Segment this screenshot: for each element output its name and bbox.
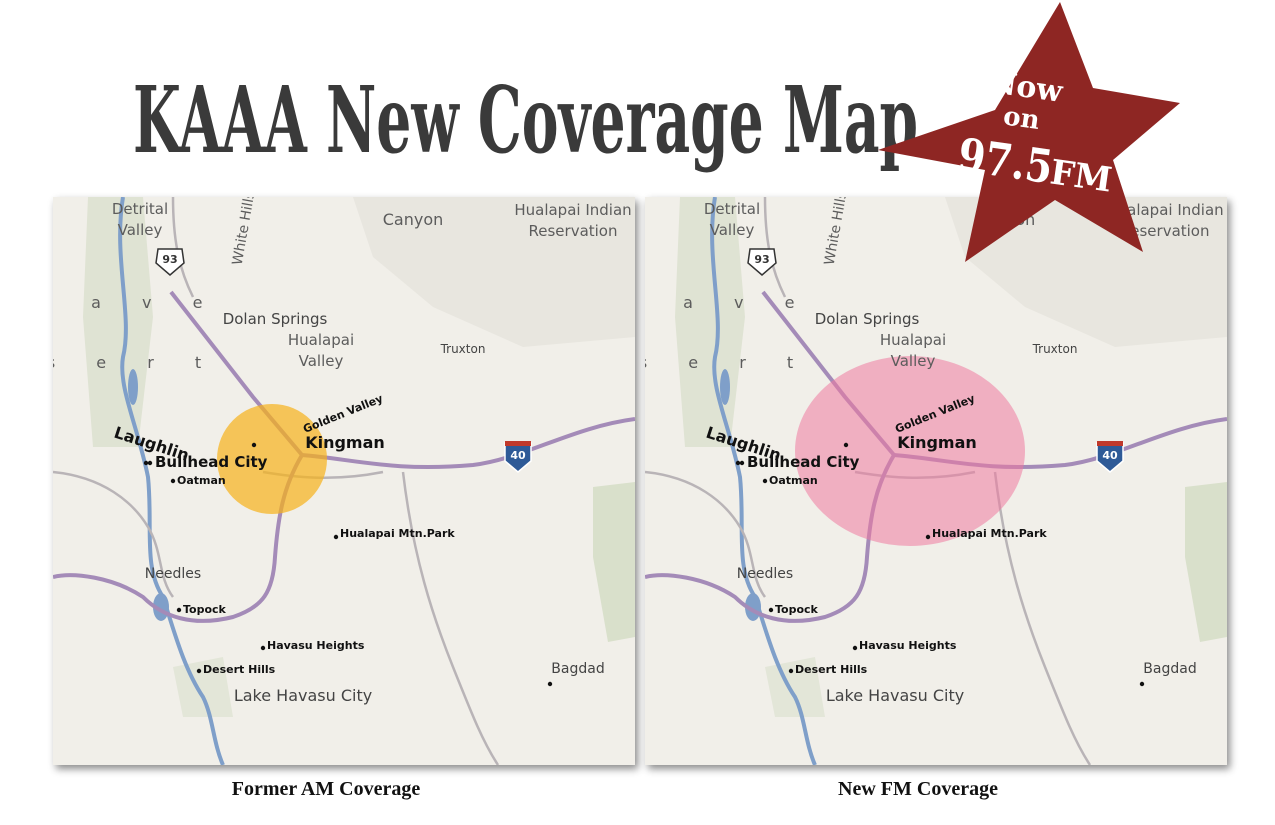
place-label: Detrital (704, 200, 760, 218)
place-label: Needles (737, 566, 793, 582)
town-dot (260, 645, 266, 651)
place-label: Detrital (112, 200, 168, 218)
place-label: Desert Hills (795, 663, 868, 676)
place-label: 93 (162, 253, 177, 266)
green-area (593, 482, 635, 642)
place-label: Dolan Springs (223, 310, 328, 328)
town-dot (735, 460, 741, 466)
place-label: Bullhead City (747, 453, 860, 471)
badge: Now on 97.5 FM (878, 2, 1180, 262)
town-dot (925, 534, 931, 540)
place-label: Bullhead City (155, 453, 268, 471)
place-label: 40 (510, 449, 526, 462)
title: KAAA New Coverage Map (133, 66, 918, 174)
badge-band: FM (1048, 152, 1115, 200)
place-label: Topock (183, 603, 227, 616)
road (401, 471, 500, 765)
place-label: Reservation (1121, 222, 1210, 240)
place-label: Needles (145, 566, 201, 582)
place-label: Hualapai Indian (514, 201, 631, 219)
town-dot (251, 442, 257, 448)
map-caption: Former AM Coverage (232, 778, 421, 800)
town-dot (788, 668, 794, 674)
place-label: Dolan Springs (815, 310, 920, 328)
place-label: Hualapai Mtn.Park (340, 527, 455, 540)
place-label: Valley (299, 352, 344, 370)
town-dot (170, 478, 176, 484)
place-label: Bagdad (551, 661, 604, 677)
river (118, 197, 225, 765)
place-label: Kingman (897, 433, 977, 452)
town-dot (547, 681, 553, 687)
shield-us93 (155, 248, 185, 276)
place-label: Kingman (305, 433, 385, 452)
place-label: Valley (891, 352, 936, 370)
place-label: Valley (118, 221, 163, 239)
place-label: s e r t (47, 353, 219, 372)
place-label: Lake Havasu City (826, 686, 964, 705)
road (53, 470, 175, 598)
coverage-area (217, 404, 327, 514)
town-dot (1139, 681, 1145, 687)
green-area (1185, 482, 1227, 642)
road (645, 470, 767, 598)
town-dot (147, 460, 153, 466)
place-label: Canyon (383, 210, 444, 229)
place-label: Reservation (529, 222, 618, 240)
town-dot (768, 607, 774, 613)
badge-on: on (1001, 101, 1041, 136)
shield-us93 (747, 248, 777, 276)
place-label: Desert Hills (203, 663, 276, 676)
town-dot (852, 645, 858, 651)
place-label: 93 (754, 253, 769, 266)
place-label: Havasu Heights (267, 639, 365, 652)
place-label: Oatman (769, 474, 818, 487)
lake (720, 369, 730, 405)
road (993, 471, 1092, 765)
badge-frequency: 97.5 (955, 128, 1057, 195)
place-label: Valley (710, 221, 755, 239)
town-dot (333, 534, 339, 540)
place-label: Hualapai (288, 331, 354, 349)
shield-i40-top (505, 441, 531, 446)
town-dot (143, 460, 149, 466)
place-label: Oatman (177, 474, 226, 487)
mountain-area (945, 197, 1227, 347)
town-dot (843, 442, 849, 448)
highway (301, 417, 635, 470)
place-label: Topock (775, 603, 819, 616)
place-label: s e r t (639, 353, 811, 372)
town-dot (739, 460, 745, 466)
place-label: Truxton (440, 342, 486, 356)
place-label: j a v e (637, 293, 813, 312)
mountain-area (353, 197, 635, 347)
river (710, 197, 817, 765)
place-label: Havasu Heights (859, 639, 957, 652)
place-label: Bagdad (1143, 661, 1196, 677)
place-label: 40 (1102, 449, 1118, 462)
place-label: Lake Havasu City (234, 686, 372, 705)
town-dot (762, 478, 768, 484)
town-dot (176, 607, 182, 613)
place-label: Hualapai (880, 331, 946, 349)
place-label: Hualapai Indian (1106, 201, 1223, 219)
coverage-area (795, 356, 1025, 546)
place-label: j a v e (45, 293, 221, 312)
lake (128, 369, 138, 405)
star (878, 2, 1180, 262)
highway (53, 453, 304, 623)
place-label: Hualapai Mtn.Park (932, 527, 1047, 540)
place-label: Truxton (1032, 342, 1078, 356)
town-dot (196, 668, 202, 674)
shield-i40-top (1097, 441, 1123, 446)
map-caption: New FM Coverage (838, 778, 998, 800)
